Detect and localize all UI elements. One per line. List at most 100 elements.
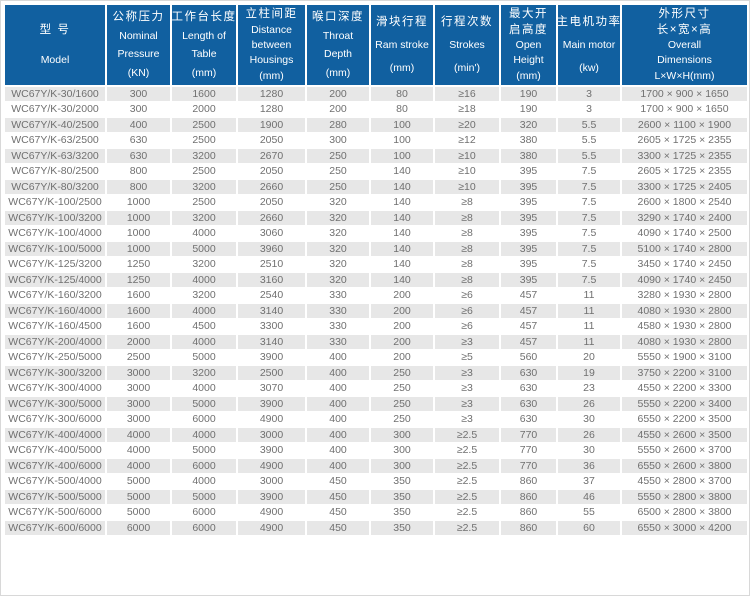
cell-open-height: 770 [499, 441, 558, 459]
cell-model: WC67Y/K-300/3200 [3, 364, 107, 382]
cell-model: WC67Y/K-100/4000 [3, 224, 107, 242]
table-row: WC67Y/K-500/6000 5000 6000 4900 450 350 ≥2.5 86… [3, 503, 749, 521]
cell-model: WC67Y/K-80/2500 [3, 162, 107, 180]
cell-table-length: 6000 [170, 410, 238, 428]
cell-throat-depth: 330 [305, 317, 371, 335]
cell-main-motor: 19 [556, 364, 622, 382]
cell-main-motor: 26 [556, 426, 622, 444]
cell-table-length: 2500 [170, 131, 238, 149]
cell-housing-distance: 3960 [236, 240, 307, 258]
cell-dimensions: 2605 × 1725 × 2355 [620, 131, 749, 149]
cell-nominal-pressure: 1000 [105, 240, 172, 258]
cell-strokes: ≥5 [433, 348, 501, 366]
cell-nominal-pressure: 1000 [105, 193, 172, 211]
header-text-nominal-pressure: 公称压力 Nominal Pressure (KN) [107, 5, 170, 85]
header-line: (mm) [516, 69, 541, 82]
header-cell-ram-stroke: 滑块行程 Ram stroke (mm) [369, 3, 435, 87]
cell-table-length: 4000 [170, 426, 238, 444]
cell-nominal-pressure: 630 [105, 147, 172, 165]
cell-housing-distance: 3000 [236, 472, 307, 490]
cell-nominal-pressure: 1250 [105, 255, 172, 273]
cell-ram-stroke: 200 [369, 286, 435, 304]
cell-throat-depth: 300 [305, 131, 371, 149]
cell-table-length: 3200 [170, 364, 238, 382]
cell-throat-depth: 250 [305, 162, 371, 180]
cell-table-length: 2000 [170, 100, 238, 118]
cell-throat-depth: 320 [305, 209, 371, 227]
header-line: (mm) [389, 62, 415, 74]
cell-throat-depth: 450 [305, 472, 371, 490]
cell-nominal-pressure: 800 [105, 162, 172, 180]
cell-table-length: 5000 [170, 348, 238, 366]
table-row: WC67Y/K-125/3200 1250 3200 2510 320 140 ≥8 395 7… [3, 255, 749, 273]
cell-dimensions: 5550 × 2600 × 3700 [620, 441, 749, 459]
table-row: WC67Y/K-30/1600 300 1600 1280 200 80 ≥16 190 3 17… [3, 85, 749, 103]
table-row: WC67Y/K-250/5000 2500 5000 3900 400 200 ≥5 560 2… [3, 348, 749, 366]
cell-dimensions: 1700 × 900 × 1650 [620, 85, 749, 103]
header-line: Height [513, 54, 544, 67]
cell-strokes: ≥6 [433, 317, 501, 335]
cell-throat-depth: 200 [305, 85, 371, 103]
header-row: 型 号 Model 公称压力 Nominal Pressure (KN) 工作台长度 Leng… [3, 3, 749, 87]
cell-open-height: 457 [499, 302, 558, 320]
cell-table-length: 5000 [170, 488, 238, 506]
cell-main-motor: 7.5 [556, 271, 622, 289]
cell-model: WC67Y/K-500/6000 [3, 503, 107, 521]
cell-ram-stroke: 140 [369, 178, 435, 196]
header-line: Housings [249, 54, 294, 67]
header-line: Main motor [562, 39, 616, 51]
header-line: Dimensions [657, 54, 712, 67]
cell-throat-depth: 330 [305, 333, 371, 351]
cell-nominal-pressure: 300 [105, 100, 172, 118]
cell-throat-depth: 400 [305, 457, 371, 475]
cell-table-length: 6000 [170, 457, 238, 475]
cell-housing-distance: 2500 [236, 364, 307, 382]
cell-throat-depth: 250 [305, 178, 371, 196]
cell-strokes: ≥3 [433, 364, 501, 382]
cell-housing-distance: 3900 [236, 348, 307, 366]
cell-dimensions: 6550 × 3000 × 4200 [620, 519, 749, 537]
cell-model: WC67Y/K-30/2000 [3, 100, 107, 118]
cell-open-height: 190 [499, 85, 558, 103]
cell-nominal-pressure: 400 [105, 116, 172, 134]
cell-table-length: 5000 [170, 240, 238, 258]
cell-ram-stroke: 100 [369, 131, 435, 149]
cell-dimensions: 6550 × 2600 × 3800 [620, 457, 749, 475]
table-row: WC67Y/K-63/2500 630 2500 2050 300 100 ≥12 380 5.… [3, 131, 749, 149]
table-row: WC67Y/K-600/6000 6000 6000 4900 450 350 ≥2.5 86… [3, 519, 749, 537]
cell-nominal-pressure: 1600 [105, 302, 172, 320]
header-line: 主电机功率 [556, 16, 622, 28]
cell-dimensions: 3750 × 2200 × 3100 [620, 364, 749, 382]
cell-housing-distance: 3300 [236, 317, 307, 335]
cell-dimensions: 4080 × 1930 × 2800 [620, 333, 749, 351]
table-row: WC67Y/K-500/5000 5000 5000 3900 450 350 ≥2.5 86… [3, 488, 749, 506]
cell-ram-stroke: 140 [369, 209, 435, 227]
header-line: Overall [667, 38, 702, 51]
header-line: Depth [323, 48, 353, 61]
header-text-throat-depth: 喉口深度 Throat Depth (mm) [307, 5, 369, 85]
cell-housing-distance: 2670 [236, 147, 307, 165]
cell-ram-stroke: 300 [369, 441, 435, 459]
header-cell-throat-depth: 喉口深度 Throat Depth (mm) [305, 3, 371, 87]
cell-nominal-pressure: 4000 [105, 441, 172, 459]
table-row: WC67Y/K-160/4000 1600 4000 3140 330 200 ≥6 457 1… [3, 302, 749, 320]
table-row: WC67Y/K-300/3200 3000 3200 2500 400 250 ≥3 630 1… [3, 364, 749, 382]
header-line: 公称压力 [112, 11, 165, 24]
cell-main-motor: 5.5 [556, 147, 622, 165]
table-row: WC67Y/K-400/4000 4000 4000 3000 400 300 ≥2.5 77… [3, 426, 749, 444]
cell-open-height: 630 [499, 410, 558, 428]
table-row: WC67Y/K-400/6000 4000 6000 4900 400 300 ≥2.5 77… [3, 457, 749, 475]
table-row: WC67Y/K-300/4000 3000 4000 3070 400 250 ≥3 630 2… [3, 379, 749, 397]
header-line: 启高度 [509, 23, 548, 36]
cell-table-length: 3200 [170, 255, 238, 273]
cell-strokes: ≥18 [433, 100, 501, 118]
cell-housing-distance: 2660 [236, 209, 307, 227]
header-text-model: 型 号 Model [5, 5, 105, 85]
cell-strokes: ≥12 [433, 131, 501, 149]
table-row: WC67Y/K-300/6000 3000 6000 4900 400 250 ≥3 630 3… [3, 410, 749, 428]
cell-ram-stroke: 80 [369, 85, 435, 103]
header-line: 型 号 [39, 23, 71, 36]
header-cell-housing-distance: 立柱间距 Distance between Housings (mm) [236, 3, 307, 87]
cell-table-length: 2500 [170, 162, 238, 180]
